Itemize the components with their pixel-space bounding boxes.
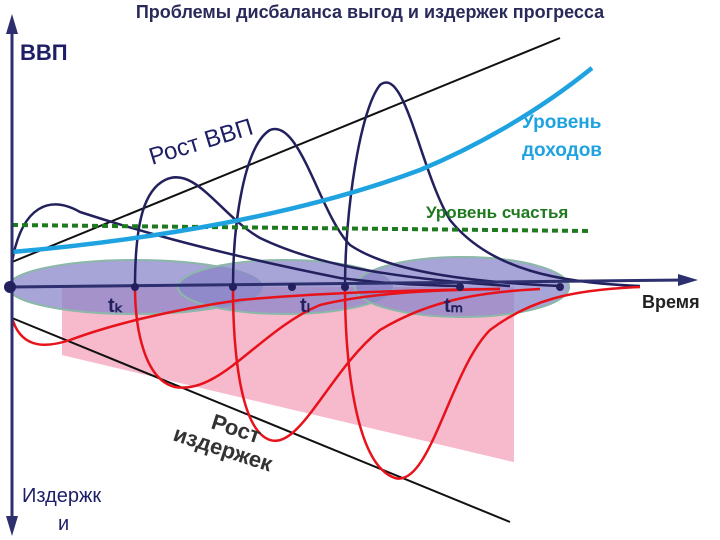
time-axis-label: Время: [642, 292, 700, 312]
time-axis-arrow: [678, 274, 698, 286]
happiness-line: [11, 223, 591, 233]
cost-curve-4: [343, 285, 641, 480]
point-mid1: [229, 283, 237, 291]
costs-axis-label-2: и: [58, 513, 69, 535]
income-curve: [11, 66, 594, 255]
point-tl: [288, 283, 296, 291]
income-label-2: доходов: [522, 140, 602, 161]
axes: [6, 14, 698, 536]
cost-curve-2: [133, 286, 501, 389]
cost-curve-1: [10, 287, 501, 346]
gdp-curve-2: [133, 176, 511, 288]
axis-points: [4, 281, 564, 293]
cost-curves: [10, 285, 641, 480]
tm-label: tₘ: [444, 295, 463, 317]
lower-envelope-line: [11, 317, 511, 523]
vertical-axis-arrow-down: [6, 516, 18, 536]
gdp-curve-4: [343, 81, 641, 288]
time-axis: [11, 278, 687, 289]
gdp-axis-label: ВВП: [20, 40, 68, 65]
income-label-1: Уровень: [522, 112, 601, 133]
point-mid2: [341, 283, 349, 291]
point-end: [556, 283, 564, 291]
gdp-curve-3: [231, 127, 561, 288]
gdp-growth-label: Рост ВВП: [146, 114, 256, 171]
point-tk: [131, 283, 139, 291]
cost-curve-3: [231, 286, 541, 443]
costs-axis-label-1: Издержк: [22, 485, 101, 507]
happiness-label: Уровень счастья: [426, 203, 568, 222]
vertical-axis-arrow-up: [6, 14, 18, 34]
point-tm: [456, 283, 464, 291]
tk-label: tₖ: [108, 295, 124, 317]
tl-label: tₗ: [300, 295, 310, 317]
cost-area-fill: [62, 290, 514, 462]
diagram-title: Проблемы дисбаланса выгод и издержек про…: [136, 2, 605, 22]
origin-point: [4, 281, 16, 293]
